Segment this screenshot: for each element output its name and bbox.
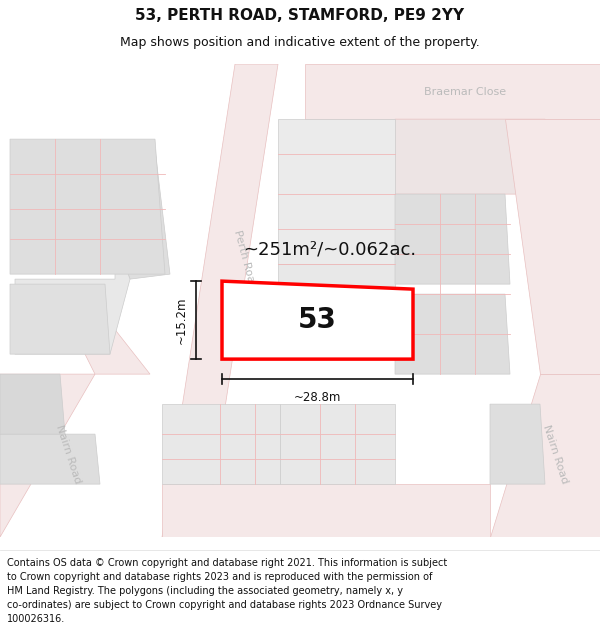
Text: 100026316.: 100026316. <box>7 614 65 624</box>
Text: Nairn Road: Nairn Road <box>54 423 82 485</box>
Polygon shape <box>10 284 110 354</box>
Polygon shape <box>162 64 278 537</box>
Text: 53: 53 <box>298 306 337 334</box>
Text: ~28.8m: ~28.8m <box>294 391 341 404</box>
Polygon shape <box>162 484 490 537</box>
Text: ~251m²/~0.062ac.: ~251m²/~0.062ac. <box>244 240 416 258</box>
Text: HM Land Registry. The polygons (including the associated geometry, namely x, y: HM Land Registry. The polygons (includin… <box>7 586 403 596</box>
Polygon shape <box>162 404 280 484</box>
Text: co-ordinates) are subject to Crown copyright and database rights 2023 Ordnance S: co-ordinates) are subject to Crown copyr… <box>7 600 442 610</box>
Polygon shape <box>395 194 510 284</box>
Text: to Crown copyright and database rights 2023 and is reproduced with the permissio: to Crown copyright and database rights 2… <box>7 572 433 582</box>
Polygon shape <box>395 119 560 194</box>
Text: Perth Road: Perth Road <box>232 228 258 290</box>
Text: Nairn Road: Nairn Road <box>541 423 569 485</box>
Polygon shape <box>305 64 600 119</box>
Polygon shape <box>0 64 600 537</box>
Polygon shape <box>395 294 510 374</box>
Text: Contains OS data © Crown copyright and database right 2021. This information is : Contains OS data © Crown copyright and d… <box>7 558 448 568</box>
Polygon shape <box>15 149 90 209</box>
Polygon shape <box>490 374 600 537</box>
Polygon shape <box>0 374 95 537</box>
Polygon shape <box>10 139 165 274</box>
Text: Map shows position and indicative extent of the property.: Map shows position and indicative extent… <box>120 36 480 49</box>
Polygon shape <box>490 404 545 484</box>
Polygon shape <box>222 281 413 359</box>
Polygon shape <box>505 119 600 374</box>
Text: 53, PERTH ROAD, STAMFORD, PE9 2YY: 53, PERTH ROAD, STAMFORD, PE9 2YY <box>136 8 464 23</box>
Polygon shape <box>0 434 100 484</box>
Polygon shape <box>278 264 395 324</box>
Polygon shape <box>280 404 395 484</box>
Text: Braemar Close: Braemar Close <box>424 87 506 97</box>
Polygon shape <box>60 304 150 374</box>
Polygon shape <box>15 149 170 279</box>
Polygon shape <box>0 374 65 434</box>
Text: ~15.2m: ~15.2m <box>175 296 188 344</box>
Polygon shape <box>15 239 130 354</box>
Polygon shape <box>278 119 395 264</box>
